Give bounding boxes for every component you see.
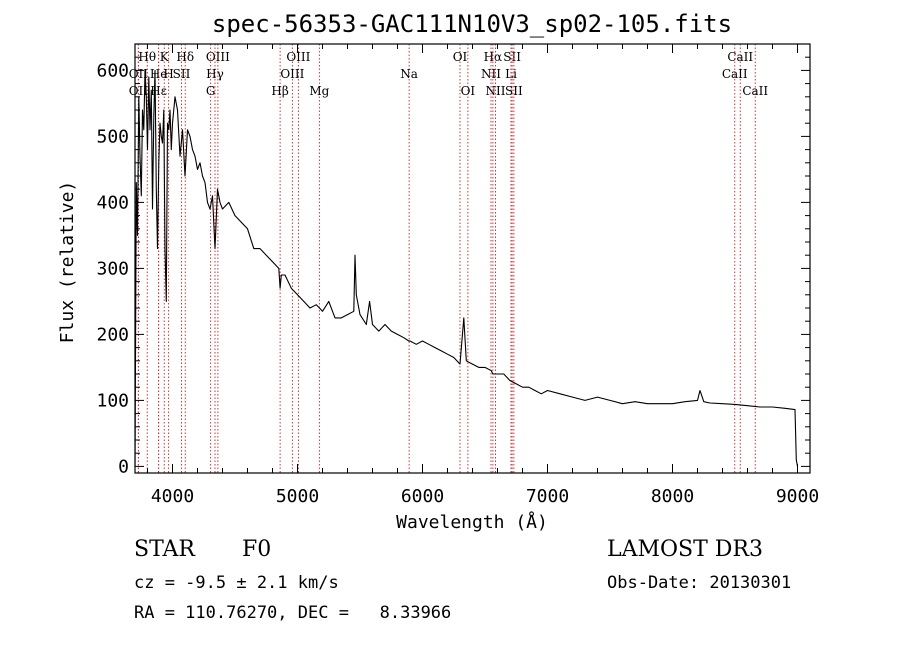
spectral-line-label: K xyxy=(160,50,170,64)
object-class: STAR xyxy=(134,537,195,562)
spectral-line-label: CaII xyxy=(742,84,768,98)
x-tick-label: 4000 xyxy=(151,486,194,507)
spectral-line-label: OI xyxy=(453,50,468,64)
spectral-line-label: He xyxy=(150,67,168,81)
flux-series-line xyxy=(134,69,799,467)
coordinates-info: RA = 110.76270, DEC = 8.33966 xyxy=(134,603,452,623)
spectral-line-label: Hδ xyxy=(176,50,194,64)
spectral-line-label: Mg xyxy=(309,84,329,98)
spectral-line-label: OII xyxy=(129,84,149,98)
chart-title: spec-56353-GAC111N10V3_sp02-105.fits xyxy=(212,10,732,38)
spectral-line-label: CaII xyxy=(727,50,753,64)
spectral-line-label: SII xyxy=(503,50,521,64)
y-tick-label: 400 xyxy=(96,192,129,213)
x-tick-label: 6000 xyxy=(401,486,444,507)
spectral-line-label: Hβ xyxy=(271,84,288,98)
y-tick-label: 300 xyxy=(96,258,129,279)
spectral-line-label: OIII xyxy=(280,67,304,81)
y-tick-label: 0 xyxy=(118,456,129,477)
object-subclass: F0 xyxy=(242,537,272,562)
spectral-line-label: CaII xyxy=(722,67,748,81)
spectral-line-label: SII xyxy=(173,67,191,81)
spectral-line-label: OIII xyxy=(206,50,230,64)
spectral-line-label: G xyxy=(206,84,216,98)
spectral-line-label: Hα xyxy=(484,50,503,64)
spectral-line-label: Li xyxy=(505,67,517,81)
spectral-line-label: H xyxy=(163,67,173,81)
spectral-line-label: OIII xyxy=(286,50,310,64)
x-tick-label: 8000 xyxy=(651,486,694,507)
axis-ticks: 4000 5000 6000 7000 8000 9000 0 100 200 300 400 500… xyxy=(96,44,819,507)
spectral-line-label: NII xyxy=(481,67,501,81)
spectral-line-label: SII xyxy=(505,84,523,98)
x-tick-label: 5000 xyxy=(276,486,319,507)
y-tick-label: 200 xyxy=(96,324,129,345)
spectral-line-label: OI xyxy=(461,84,476,98)
spectral-line-label: Hθ xyxy=(138,50,156,64)
y-tick-label: 600 xyxy=(96,60,129,81)
plot-frame xyxy=(134,43,811,474)
y-tick-label: 100 xyxy=(96,390,129,411)
y-axis-label: Flux (relative) xyxy=(57,181,78,344)
series-layer xyxy=(134,69,799,467)
redshift-info: cz = -9.5 ± 2.1 km/s xyxy=(134,573,339,593)
spectral-line-label: Hε xyxy=(150,84,167,98)
spectral-line-label: NII xyxy=(486,84,506,98)
y-tick-label: 500 xyxy=(96,126,129,147)
x-tick-label: 9000 xyxy=(776,486,819,507)
spectral-line-label: Na xyxy=(400,67,418,81)
spectral-line-label: Hγ xyxy=(206,67,224,81)
x-axis-label: Wavelength (Å) xyxy=(396,511,548,533)
survey-name: LAMOST DR3 xyxy=(607,537,763,562)
x-tick-label: 7000 xyxy=(526,486,569,507)
observation-date: Obs-Date: 20130301 xyxy=(607,573,792,593)
